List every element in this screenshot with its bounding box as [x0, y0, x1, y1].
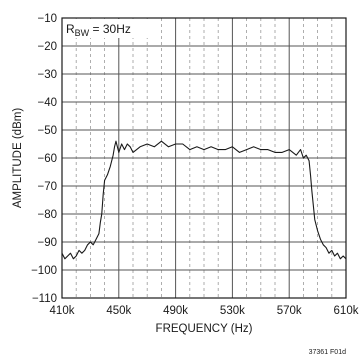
y-tick-label: −30	[37, 69, 57, 81]
y-tick-label: −110	[32, 293, 57, 305]
x-tick-label: 610k	[334, 305, 359, 317]
rbw-annotation: RBW = 30Hz	[66, 22, 131, 38]
x-tick-label: 410k	[50, 305, 75, 317]
annotation-box	[63, 19, 151, 38]
plot-frame	[61, 17, 347, 299]
x-axis-label: FREQUENCY (Hz)	[156, 323, 253, 335]
grid	[62, 18, 346, 298]
y-tick-label: −100	[31, 265, 57, 277]
tick-labels: −110 −100 −90 −80 −70 −60 −50 −40 −30 −20 −10 410k 4…	[31, 13, 359, 317]
spectrum-trace	[61, 140, 347, 260]
y-tick-label: −10	[37, 13, 57, 25]
figure-id: 37361 F01d	[309, 349, 346, 356]
y-tick-label: −90	[37, 237, 57, 249]
series-layer	[61, 140, 347, 260]
y-tick-label: −60	[37, 153, 57, 165]
y-tick-label: −50	[37, 125, 57, 137]
y-tick-label: −80	[37, 209, 57, 221]
x-tick-label: 450k	[106, 305, 131, 317]
x-tick-label: 530k	[220, 305, 245, 317]
y-tick-label: −70	[37, 181, 57, 193]
y-tick-label: −40	[37, 97, 57, 109]
y-axis-label: AMPLITUDE (dBm)	[12, 108, 24, 208]
y-tick-label: −20	[37, 41, 57, 53]
x-tick-label: 490k	[163, 305, 188, 317]
x-tick-label: 570k	[277, 305, 302, 317]
